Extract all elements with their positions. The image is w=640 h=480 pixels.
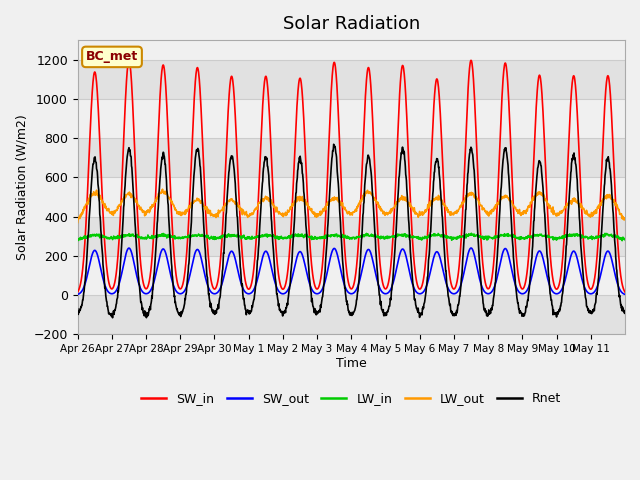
- Y-axis label: Solar Radiation (W/m2): Solar Radiation (W/m2): [15, 114, 28, 260]
- Title: Solar Radiation: Solar Radiation: [283, 15, 420, 33]
- Legend: SW_in, SW_out, LW_in, LW_out, Rnet: SW_in, SW_out, LW_in, LW_out, Rnet: [136, 387, 566, 410]
- Bar: [77, 138, 625, 177]
- X-axis label: Time: Time: [336, 357, 367, 370]
- Bar: [77, 295, 625, 334]
- Bar: [77, 60, 625, 99]
- Bar: [77, 216, 625, 256]
- Text: BC_met: BC_met: [86, 50, 138, 63]
